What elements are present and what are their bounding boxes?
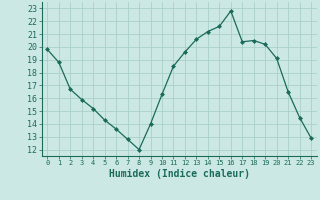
X-axis label: Humidex (Indice chaleur): Humidex (Indice chaleur) — [109, 169, 250, 179]
